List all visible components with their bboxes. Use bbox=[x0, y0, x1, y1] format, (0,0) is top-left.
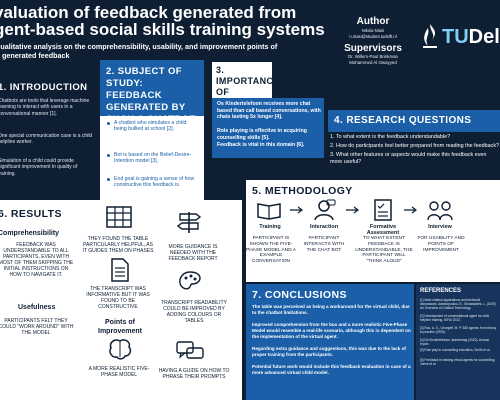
title-line-1: valuation of feedback generated from bbox=[0, 3, 297, 22]
arrow-right-icon bbox=[290, 206, 303, 214]
method-step-3-text: To what extent feedback is understandabl… bbox=[355, 236, 413, 265]
transcript-text: The transcript was informative but it wa… bbox=[86, 286, 150, 310]
interaction-person-icon bbox=[314, 199, 336, 221]
poster-subtitle: qualitative analysis on the comprehensib… bbox=[0, 42, 326, 60]
supervisors-heading: Supervisors bbox=[344, 43, 402, 54]
readability-text: Transcript readability could be improved… bbox=[161, 300, 227, 324]
assessment-checklist-icon bbox=[374, 199, 392, 221]
intro-p1: Chatbots are tools that leverage machine… bbox=[0, 98, 90, 117]
conclusions-p2: Improved comprehension from the box and … bbox=[252, 322, 411, 339]
reference-5: [5] Role play in counselling education, … bbox=[420, 348, 491, 352]
research-heading-card: 4. RESEARCH QUESTIONS bbox=[328, 110, 500, 132]
subject-body-card: A chatbot who simulates a child being bu… bbox=[100, 116, 204, 202]
reference-4: [4] De Kindertelefoon Jaarverslag (2022)… bbox=[420, 338, 489, 346]
importance-bullet-3: Feedback is vital in this domain [6]. bbox=[217, 142, 305, 148]
interview-people-icon bbox=[427, 201, 453, 221]
usefulness-text: Participants felt they could "work aroun… bbox=[0, 318, 74, 336]
realistic-text: A more realistic five-phase model bbox=[88, 366, 150, 378]
guide-text: Having a guide on how to phrase their pr… bbox=[158, 368, 230, 380]
conclusions-card: 7. CONCLUSIONS The table was perceived a… bbox=[246, 284, 414, 400]
supervisor-2: Mohammed Al Owayyed bbox=[349, 60, 397, 65]
subtitle-line-1: qualitative analysis on the comprehensib… bbox=[0, 42, 278, 51]
subject-bullet-2: Bot is based on the Belief-Desire-Intent… bbox=[114, 152, 192, 165]
intro-p3: Simulation of a child could provide sign… bbox=[0, 158, 78, 177]
flame-icon bbox=[423, 24, 437, 48]
importance-bullet-2: Role playing is effective in acquiring c… bbox=[217, 128, 307, 141]
research-q1: To what extent is the feedback understan… bbox=[335, 134, 451, 140]
palette-icon bbox=[179, 271, 201, 290]
comprehensibility-heading: Comprehensibility bbox=[0, 230, 60, 237]
method-step-3-label: Formative Assessment bbox=[366, 224, 400, 236]
author-heading: Author bbox=[356, 16, 390, 27]
methodology-heading: 5. METHODOLOGY bbox=[252, 185, 353, 197]
research-questions: 1. To what extent is the feedback unders… bbox=[330, 134, 500, 165]
method-step-1-label: Training bbox=[259, 224, 281, 230]
guidance-text: More guidance is needed with the feedbac… bbox=[168, 244, 218, 262]
supervisor-1: Dr. Willem-Paul Brinkman bbox=[347, 54, 398, 59]
bullet-dot bbox=[107, 122, 110, 125]
subject-bullet-3: End goal is gaining a sense of how const… bbox=[114, 176, 195, 189]
research-q2: How do participants feel better prepared… bbox=[336, 143, 500, 149]
importance-bullet-1: Os Kindertelefoon receives more chat bas… bbox=[217, 101, 321, 121]
author-name: Nikola Ntasi bbox=[361, 28, 385, 33]
chat-bubbles-icon bbox=[176, 341, 204, 359]
conclusions-p3: Regarding extra guidance and suggestions… bbox=[252, 346, 406, 357]
references-heading: REFERENCES bbox=[420, 288, 462, 294]
points-of-improvement-heading: Points of Improvement bbox=[98, 319, 142, 335]
method-step-1-text: Participant is shown the five-phase mode… bbox=[246, 236, 296, 265]
tu-delft-logo: TUDelf bbox=[420, 22, 500, 50]
poster-title: valuation of feedback generated from gen… bbox=[0, 4, 334, 38]
intro-p2: One special communication case is a chil… bbox=[0, 133, 93, 146]
arrow-right-icon bbox=[404, 206, 417, 214]
method-step-2-text: Participant interacts with the chat bot bbox=[303, 236, 345, 253]
conclusions-p1: The table was perceived as being a worka… bbox=[252, 304, 410, 315]
method-step-4-text: For usability and points of improvement bbox=[417, 236, 465, 253]
author-email: n.ntasi@student.tudelft.nl bbox=[349, 34, 397, 39]
results-heading: 6. RESULTS bbox=[0, 208, 62, 220]
conclusions-p4: Potential future work would include this… bbox=[252, 364, 411, 375]
research-q3: What other features or aspects would mak… bbox=[330, 152, 487, 165]
subtitle-line-2: e generated feedback bbox=[0, 51, 70, 60]
training-book-icon bbox=[257, 203, 281, 220]
comprehensibility-text: Feedback was understandable to all parti… bbox=[0, 242, 74, 278]
importance-body-card: Os Kindertelefoon receives more chat bas… bbox=[212, 98, 324, 158]
table-text: They found the table particularly helpfu… bbox=[82, 236, 154, 254]
reference-1: [1] Main chatbot applications and techni… bbox=[420, 298, 497, 310]
method-step-2-label: Interaction bbox=[309, 224, 339, 230]
subject-bullet-1: A chatbot who simulates a child being bu… bbox=[114, 120, 187, 133]
results-card: 6. RESULTS Comprehensibility Feedback wa… bbox=[0, 200, 242, 400]
title-line-2: gent-based social skills training system… bbox=[0, 20, 325, 39]
references-card: REFERENCES [1] Main chatbot applications… bbox=[416, 284, 500, 400]
research-heading: 4. RESEARCH QUESTIONS bbox=[334, 115, 472, 126]
table-icon bbox=[106, 206, 132, 228]
logo-text: TUDelf bbox=[442, 26, 500, 49]
methodology-card: 5. METHODOLOGY Training Participant is s… bbox=[246, 180, 500, 282]
bullet-dot bbox=[107, 154, 110, 157]
method-step-4-label: Interview bbox=[428, 224, 452, 230]
reference-2: [2] Development of conversational agent … bbox=[420, 314, 490, 322]
intro-heading: 1. INTRODUCTION bbox=[0, 82, 88, 93]
conclusions-heading: 7. CONCLUSIONS bbox=[252, 289, 347, 301]
bullet-dot bbox=[107, 178, 110, 181]
usefulness-heading: Usefulness bbox=[18, 304, 56, 311]
brain-icon bbox=[109, 339, 132, 360]
document-icon bbox=[111, 258, 129, 282]
reference-6: [6] Feedback in training virtual agents … bbox=[420, 358, 496, 366]
arrow-right-icon bbox=[346, 206, 359, 214]
logo-delft: Delf bbox=[468, 26, 500, 48]
signpost-icon bbox=[176, 212, 202, 233]
importance-heading-card: 3. IMPORTANCE OF FEEDBACK bbox=[212, 62, 279, 108]
author-box: Author Nikola Ntasi n.ntasi@student.tude… bbox=[333, 16, 413, 66]
reference-3: [3] Rao, A. S., Georgeff, M. P. BDI agen… bbox=[420, 326, 497, 334]
logo-tu: TU bbox=[442, 26, 469, 48]
subject-heading-card: 2. SUBJECT OF STUDY: FEEDBACK GENERATED … bbox=[100, 60, 204, 125]
